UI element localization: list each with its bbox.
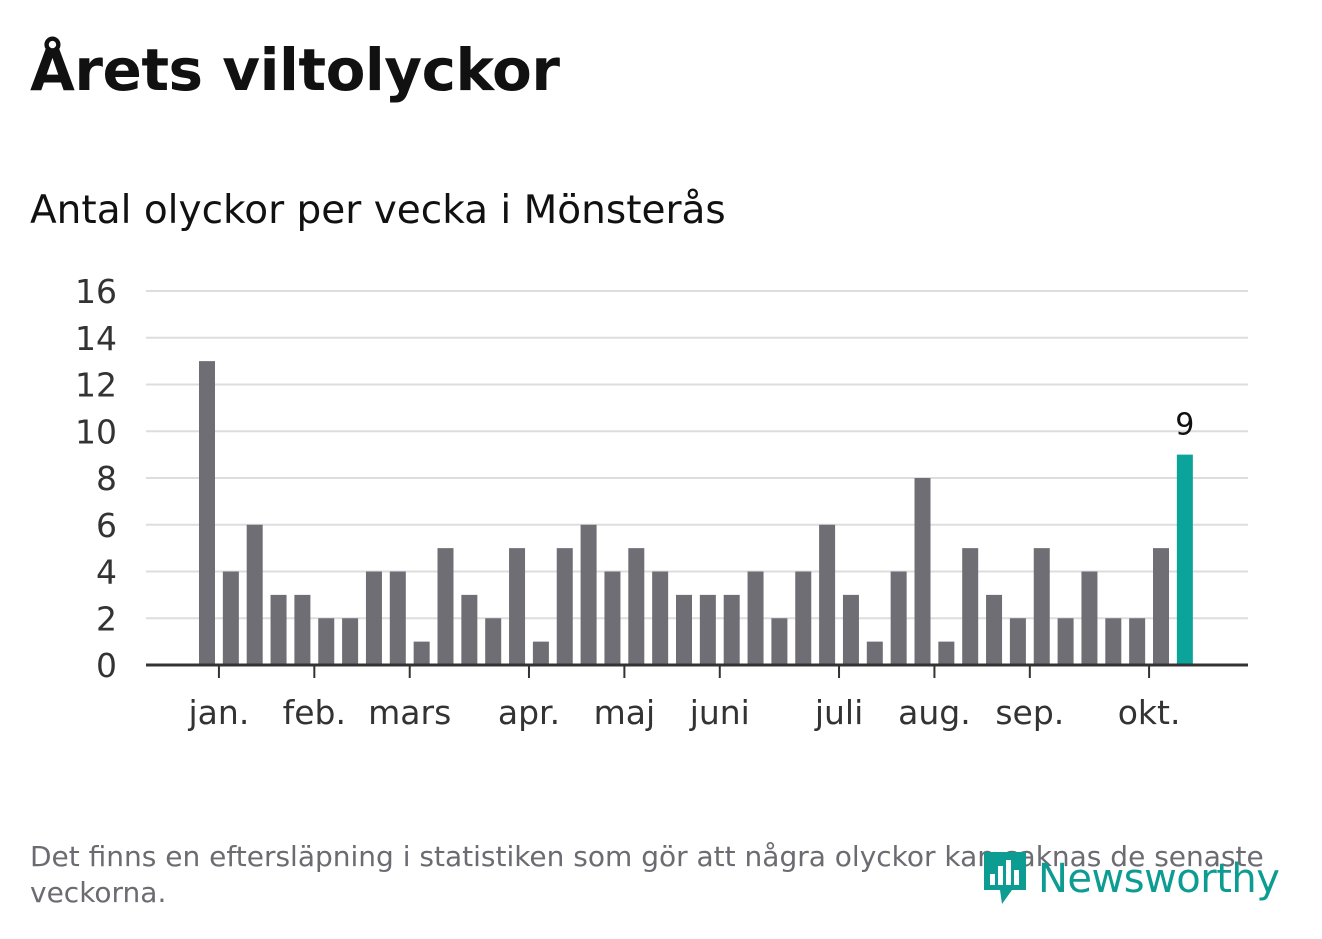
bar <box>747 571 764 665</box>
bar <box>270 594 287 665</box>
bar <box>604 571 621 665</box>
bar <box>699 594 716 665</box>
bar <box>413 641 430 665</box>
brand-name: Newsworthy <box>1038 856 1280 902</box>
bar <box>962 548 979 665</box>
bar <box>1033 548 1050 665</box>
x-tick-label: mars <box>368 693 451 732</box>
bar <box>1057 618 1074 665</box>
bar-value-label: 9 <box>1175 408 1194 443</box>
y-tick-label: 10 <box>75 412 117 451</box>
bar <box>1081 571 1098 665</box>
x-tick-label: jan. <box>188 693 250 732</box>
x-tick-label: feb. <box>283 693 346 732</box>
y-tick-label: 0 <box>96 646 117 685</box>
bar <box>485 618 502 665</box>
bar <box>795 571 812 665</box>
bar <box>986 594 1003 665</box>
bar <box>556 548 573 665</box>
x-tick-label: aug. <box>898 693 971 732</box>
bar <box>199 361 215 665</box>
y-tick-label: 4 <box>96 553 117 592</box>
x-axis: jan. feb. mars apr. maj juni juli aug. sep. okt. <box>146 663 1248 732</box>
bar <box>1009 618 1026 665</box>
bar <box>771 618 788 665</box>
bar <box>1153 548 1169 665</box>
bar <box>294 594 311 665</box>
bar <box>437 548 454 665</box>
x-tick-label: maj <box>594 693 656 732</box>
y-tick-label: 8 <box>96 459 117 498</box>
bar <box>890 571 907 665</box>
x-tick-label: juni <box>689 693 750 732</box>
bar <box>866 641 883 665</box>
bar <box>342 618 359 665</box>
bar <box>222 571 239 665</box>
bar <box>652 571 669 665</box>
y-tick-label: 16 <box>75 272 117 311</box>
x-tick-label: okt. <box>1118 693 1181 732</box>
bar <box>318 618 335 665</box>
x-tick-label: juli <box>814 693 863 732</box>
bar <box>509 548 526 665</box>
x-tick-label: sep. <box>995 693 1064 732</box>
y-tick-label: 14 <box>75 319 117 358</box>
newsworthy-logo-icon <box>984 852 1026 904</box>
newsworthy-logo: Newsworthy <box>980 848 1280 910</box>
bar <box>580 524 597 665</box>
y-tick-label: 6 <box>96 506 117 545</box>
x-tick-label: apr. <box>498 693 560 732</box>
bar <box>365 571 382 665</box>
y-tick-label: 12 <box>75 366 117 405</box>
bar <box>914 478 931 665</box>
y-axis-labels: 0 2 4 6 8 10 12 14 16 <box>75 272 117 685</box>
bar <box>1105 618 1122 665</box>
footnote: Det finns en eftersläpning i statistiken… <box>30 840 1264 909</box>
bar <box>389 571 406 665</box>
chart-subtitle: Antal olyckor per vecka i Mönsterås <box>30 188 726 233</box>
bars: 9 <box>199 361 1194 665</box>
bar <box>628 548 645 665</box>
bar-highlight <box>1176 454 1193 665</box>
bar <box>723 594 740 665</box>
bar <box>246 524 263 665</box>
bar <box>819 524 836 665</box>
gridlines <box>146 290 1248 620</box>
chart-title: Årets viltolyckor <box>30 36 560 104</box>
bar <box>842 594 859 665</box>
bar <box>676 594 692 665</box>
bar <box>461 594 478 665</box>
bar <box>938 641 955 665</box>
bar <box>532 641 549 665</box>
y-tick-label: 2 <box>96 599 117 638</box>
bar <box>1129 618 1146 665</box>
